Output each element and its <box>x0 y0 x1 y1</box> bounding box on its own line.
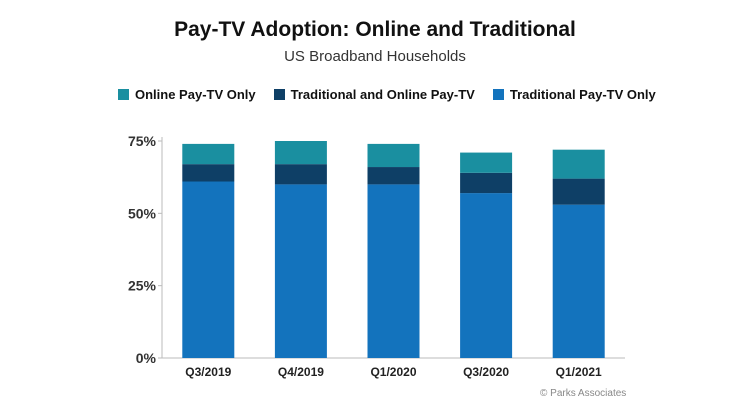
x-tick-label: Q3/2020 <box>463 365 509 379</box>
y-tick-label: 25% <box>128 278 157 294</box>
x-tick-label: Q1/2021 <box>556 365 602 379</box>
legend-swatch-both <box>273 88 285 100</box>
bar-segment <box>182 181 235 358</box>
bar-segment <box>367 143 420 168</box>
source-credit: © Parks Associates <box>540 388 627 399</box>
bar-segment <box>552 178 605 205</box>
bar-segment <box>182 143 235 165</box>
x-tick-label: Q4/2019 <box>278 365 324 379</box>
legend-item-online-only: Online Pay-TV Only <box>118 87 256 102</box>
legend-item-both: Traditional and Online Pay-TV <box>273 86 475 102</box>
x-tick-label: Q1/2020 <box>370 365 416 379</box>
y-tick-label: 75% <box>128 133 157 149</box>
legend: Online Pay-TV Only Traditional and Onlin… <box>118 85 656 103</box>
legend-label-online-only: Online Pay-TV Only <box>135 86 256 102</box>
y-tick-label: 0% <box>136 350 157 366</box>
legend-label-both: Traditional and Online Pay-TV <box>290 86 475 102</box>
bar-segment <box>274 141 327 165</box>
bar-segment <box>552 204 605 358</box>
bar-segment <box>182 164 235 182</box>
chart-subtitle: US Broadband Households <box>284 48 466 65</box>
legend-item-traditional-only: Traditional Pay-TV Only <box>492 86 656 102</box>
legend-swatch-traditional-only <box>492 88 504 100</box>
chart-title: Pay-TV Adoption: Online and Traditional <box>174 18 576 41</box>
bar-segment <box>460 193 513 358</box>
bar-segment <box>274 164 327 185</box>
y-tick-label: 50% <box>128 205 157 221</box>
bar-segment <box>367 167 420 185</box>
x-tick-label: Q3/2019 <box>185 365 231 379</box>
legend-label-traditional-only: Traditional Pay-TV Only <box>509 86 656 102</box>
bar-segment <box>460 152 513 173</box>
legend-swatch-online-only <box>118 88 129 100</box>
bar-segment <box>460 172 513 194</box>
bar-segment <box>274 184 327 358</box>
bar-segment <box>367 184 420 358</box>
bar-segment <box>552 149 605 179</box>
